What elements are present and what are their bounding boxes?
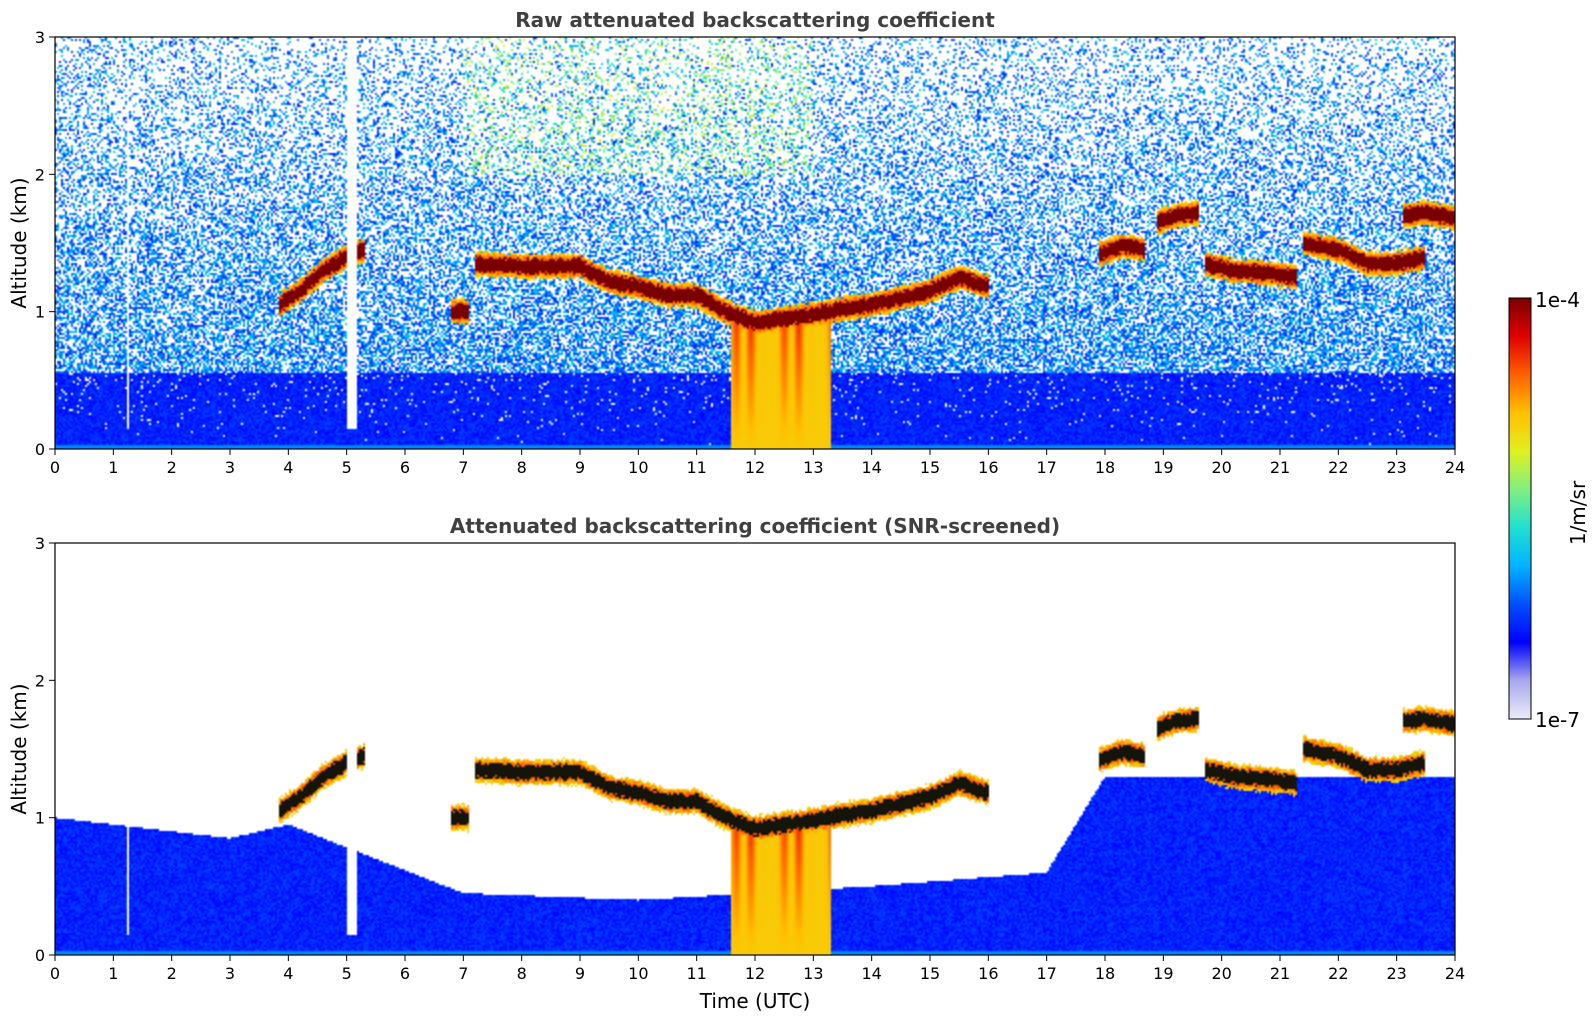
x-tick-label: 13	[803, 458, 823, 477]
x-tick-label: 10	[628, 964, 648, 983]
x-axis: 0 1 2 3 4 5 6 7 8 9 10 11 12 13 14 15 16 17 18 19 20 21 22 23 24	[50, 955, 1465, 983]
x-tick-label: 6	[400, 964, 410, 983]
y-tick-label: 1	[35, 809, 45, 828]
x-tick-label: 8	[517, 458, 527, 477]
x-tick-label: 16	[978, 964, 998, 983]
colorbar: 1e-4 1e-7 1/m/sr	[1508, 288, 1590, 732]
x-tick-label: 14	[861, 458, 881, 477]
x-tick-label: 2	[167, 458, 177, 477]
x-tick-label: 20	[1211, 458, 1231, 477]
x-tick-label: 0	[50, 458, 60, 477]
x-tick-label: 15	[920, 964, 940, 983]
y-axis: 0 1 2 3	[35, 534, 55, 965]
y-axis-label: Altitude (km)	[7, 177, 31, 308]
colorbar-min-label: 1e-7	[1535, 708, 1580, 732]
x-tick-label: 22	[1328, 964, 1348, 983]
x-tick-label: 18	[1095, 458, 1115, 477]
colorbar-max-label: 1e-4	[1535, 288, 1580, 312]
x-tick-label: 11	[686, 964, 706, 983]
x-tick-label: 19	[1153, 964, 1173, 983]
x-axis: 0 1 2 3 4 5 6 7 8 9 10 11 12 13 14 15 16 17 18 19 20 21 22 23 24	[50, 449, 1465, 477]
snr-screened-heatmap	[55, 543, 1455, 955]
x-tick-label: 21	[1270, 458, 1290, 477]
x-tick-label: 18	[1095, 964, 1115, 983]
x-tick-label: 19	[1153, 458, 1173, 477]
x-tick-label: 12	[745, 964, 765, 983]
x-tick-label: 4	[283, 964, 293, 983]
x-tick-label: 24	[1445, 964, 1465, 983]
y-tick-label: 1	[35, 303, 45, 322]
x-tick-label: 0	[50, 964, 60, 983]
x-tick-label: 3	[225, 964, 235, 983]
x-tick-label: 21	[1270, 964, 1290, 983]
x-tick-label: 1	[108, 458, 118, 477]
raw-backscatter-heatmap	[55, 37, 1455, 449]
y-tick-label: 2	[35, 165, 45, 184]
colorbar-gradient	[1508, 297, 1532, 720]
x-tick-label: 23	[1386, 964, 1406, 983]
y-tick-label: 3	[35, 534, 45, 553]
x-tick-label: 4	[283, 458, 293, 477]
raw-backscatter-panel: Raw attenuated backscattering coefficien…	[7, 8, 1465, 477]
x-tick-label: 6	[400, 458, 410, 477]
x-tick-label: 16	[978, 458, 998, 477]
x-tick-label: 7	[458, 964, 468, 983]
x-tick-label: 5	[342, 964, 352, 983]
x-tick-label: 12	[745, 458, 765, 477]
panel-title: Raw attenuated backscattering coefficien…	[515, 8, 995, 32]
y-tick-label: 3	[35, 28, 45, 47]
y-tick-label: 2	[35, 671, 45, 690]
x-tick-label: 22	[1328, 458, 1348, 477]
y-tick-label: 0	[35, 440, 45, 459]
x-tick-label: 17	[1036, 964, 1056, 983]
x-tick-label: 11	[686, 458, 706, 477]
x-tick-label: 23	[1386, 458, 1406, 477]
x-tick-label: 3	[225, 458, 235, 477]
x-tick-label: 10	[628, 458, 648, 477]
x-tick-label: 17	[1036, 458, 1056, 477]
x-tick-label: 5	[342, 458, 352, 477]
snr-screened-panel: Attenuated backscattering coefficient (S…	[7, 514, 1465, 1013]
x-tick-label: 2	[167, 964, 177, 983]
x-tick-label: 1	[108, 964, 118, 983]
y-tick-label: 0	[35, 946, 45, 965]
x-tick-label: 7	[458, 458, 468, 477]
x-tick-label: 20	[1211, 964, 1231, 983]
x-tick-label: 8	[517, 964, 527, 983]
colorbar-units-label: 1/m/sr	[1566, 480, 1590, 545]
panel-title: Attenuated backscattering coefficient (S…	[450, 514, 1060, 538]
x-axis-label: Time (UTC)	[699, 989, 811, 1013]
x-tick-label: 9	[575, 964, 585, 983]
x-tick-label: 15	[920, 458, 940, 477]
y-axis-label: Altitude (km)	[7, 683, 31, 814]
x-tick-label: 24	[1445, 458, 1465, 477]
y-axis: 0 1 2 3	[35, 28, 55, 459]
x-tick-label: 13	[803, 964, 823, 983]
x-tick-label: 14	[861, 964, 881, 983]
x-tick-label: 9	[575, 458, 585, 477]
